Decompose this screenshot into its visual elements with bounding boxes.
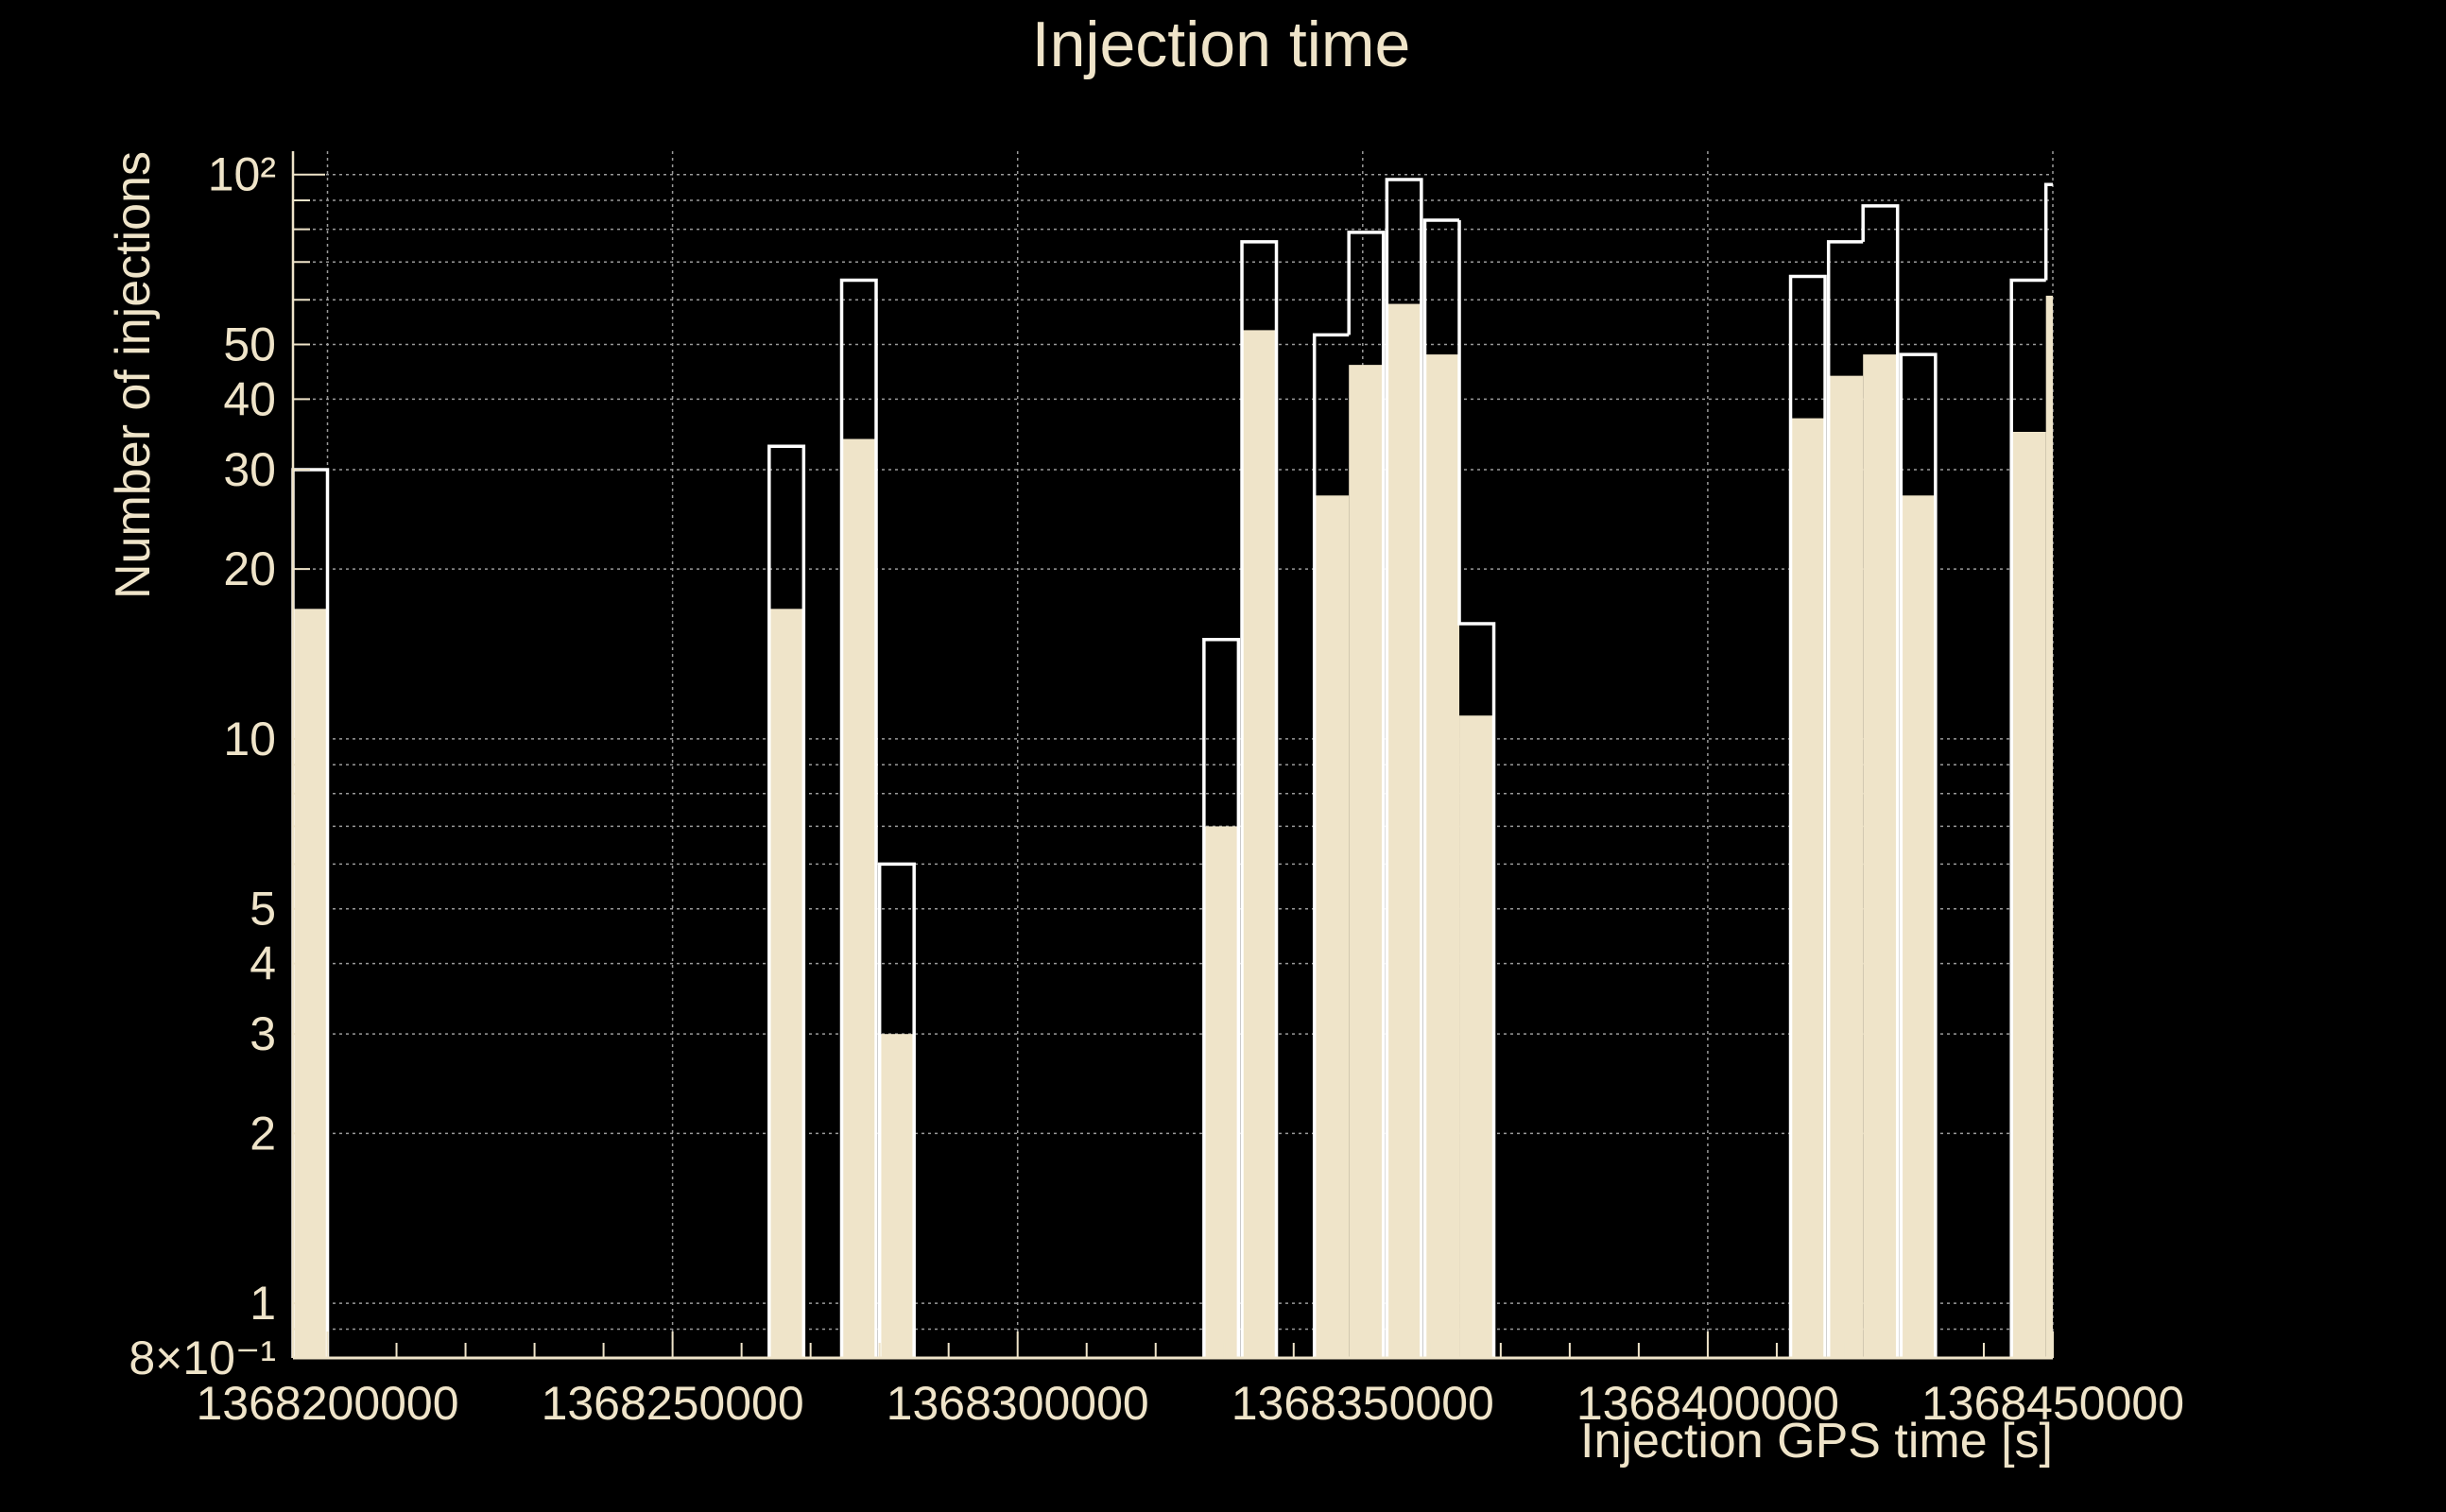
- histogram-bar-outline: [1457, 220, 1496, 1358]
- histogram-bar-outline: [1899, 352, 1938, 1358]
- y-tick-label: 4: [250, 937, 276, 990]
- histogram-bar-outline: [1861, 204, 1900, 1358]
- x-axis-label: Injection GPS time [s]: [1580, 1414, 2053, 1469]
- histogram-bar-outline: [839, 278, 878, 1358]
- y-tick-label: 20: [223, 542, 276, 595]
- histogram-bar-filled: [293, 609, 328, 1358]
- histogram-bar-filled: [2011, 432, 2046, 1359]
- histogram-bar-outline: [767, 444, 806, 1358]
- y-tick-label: 10²: [208, 148, 276, 201]
- x-tick-label: 1368350000: [1232, 1377, 1494, 1430]
- y-tick-label: 5: [250, 883, 276, 936]
- tick-labels: 1368200000 1368250000 1368300000 1368350000…: [129, 148, 2184, 1430]
- x-tick-label: 1368200000: [196, 1377, 458, 1430]
- filled-histogram: [293, 295, 2053, 1359]
- histogram-bar-filled: [1901, 495, 1936, 1358]
- histogram-bar-outline: [2043, 182, 2053, 281]
- histogram-bar-filled: [1242, 330, 1277, 1358]
- histogram-bar-filled: [1387, 303, 1421, 1358]
- y-tick-label: 30: [223, 443, 276, 496]
- y-tick-label: 2: [250, 1107, 276, 1160]
- x-tick-label: 1368300000: [887, 1377, 1149, 1430]
- x-tick-label: 1368450000: [1921, 1377, 2184, 1430]
- histogram-bar-filled: [1314, 495, 1350, 1358]
- histogram-bar-outline: [877, 862, 916, 1358]
- histogram-bar-outline: [1385, 178, 1423, 1358]
- y-tick-label: 8×10⁻¹: [129, 1332, 276, 1384]
- histogram-bar-outline: [1422, 218, 1460, 1358]
- x-tick-label: 1368250000: [542, 1377, 804, 1430]
- chart-title: Injection time: [1032, 9, 1411, 80]
- axes: [291, 151, 2054, 1360]
- histogram-bar-outline: [1347, 231, 1386, 1358]
- grid: [293, 151, 2054, 1359]
- histogram-bar-outline: [1826, 240, 1864, 1358]
- histogram-bar-filled: [1828, 375, 1864, 1358]
- histogram-bar-filled: [1424, 354, 1460, 1359]
- histogram-bar-filled: [841, 438, 877, 1358]
- y-tick-label: 1: [250, 1277, 276, 1330]
- histogram-bar-outline: [1202, 638, 1241, 1358]
- y-tick-label: 3: [250, 1007, 276, 1060]
- y-tick-label: 50: [223, 318, 276, 370]
- histogram-bar-outline: [1312, 333, 1350, 1358]
- x-tick-label: 1368400000: [1576, 1377, 1839, 1430]
- histogram-bar-outline: [1788, 274, 1827, 1358]
- histogram-bar-filled: [1203, 826, 1239, 1358]
- histogram-bar-filled: [768, 609, 804, 1358]
- histogram-bar-filled: [879, 1034, 915, 1358]
- histogram-bar-outline: [2009, 278, 2046, 1358]
- y-tick-label: 40: [223, 372, 276, 425]
- y-axis-label: Number of injections: [106, 151, 161, 599]
- y-tick-label: 10: [223, 713, 276, 765]
- histogram-bar-filled: [1459, 715, 1494, 1358]
- histogram-bar-filled: [1790, 418, 1826, 1358]
- histogram-bar-filled: [2045, 295, 2053, 1359]
- histogram-bar-filled: [1863, 354, 1898, 1359]
- histogram-bar-filled: [1349, 365, 1384, 1359]
- histogram-bar-outline: [1240, 240, 1279, 1358]
